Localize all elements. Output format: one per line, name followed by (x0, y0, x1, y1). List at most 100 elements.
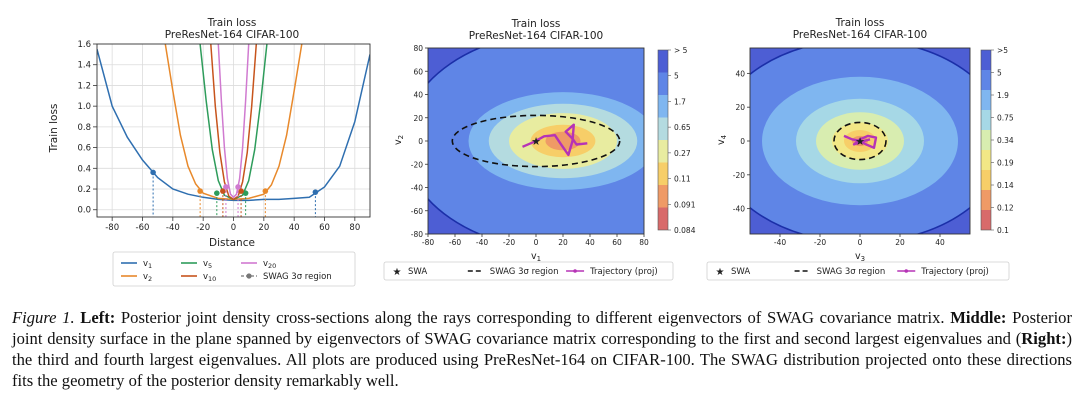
left-legend-label: v2 (143, 272, 152, 283)
middle-ytick-label: -40 (411, 184, 423, 193)
right-colorbar-tick-label: 0.1 (997, 226, 1009, 235)
right-ylabel: v4 (716, 134, 728, 145)
left-legend-label-main: v (143, 259, 148, 269)
left-legend-label-sub: 2 (148, 275, 152, 283)
middle-xtick-label: -80 (422, 238, 434, 247)
middle-swa-star: ★ (531, 135, 541, 148)
left-swag-point (238, 188, 244, 194)
left-series-line-v10 (210, 44, 258, 201)
middle-colorbar-tick-label: > 5 (674, 46, 688, 55)
middle-legend-box (383, 261, 674, 281)
right-colorbar-swatch (981, 50, 991, 70)
right-colorbar-swatch (981, 190, 991, 210)
middle-colorbar-swatch (658, 162, 668, 185)
right-colorbar-tick-label: 5 (997, 69, 1002, 78)
middle-contour-group: ★ (428, 48, 644, 234)
left-title-line1: Train loss (207, 17, 257, 29)
right-colorbar-tick-label: 0.34 (997, 136, 1014, 145)
right-xtick-label: 20 (895, 238, 905, 247)
right-swa-star: ★ (855, 135, 865, 148)
left-ytick-label: 0.2 (77, 185, 91, 195)
left-series-line-v1 (97, 49, 370, 202)
middle-xlabel-sub: 1 (537, 255, 541, 263)
left-legend-label-main: v (143, 272, 148, 282)
right-ytick-label: -20 (733, 171, 745, 180)
middle-colorbar-frame (657, 49, 669, 231)
middle-ytick-label: 80 (413, 44, 423, 53)
left-plot-area: -80 -60 -40 -20 0 20 40 60 80 0.0 0.2 0.4 0.6 0.8 1.0 1… (77, 40, 371, 233)
middle-ylabel: v2 (393, 135, 405, 145)
left-legend-label-main: v (263, 259, 268, 269)
right-xtick-label: -40 (774, 238, 786, 247)
right-legend-label: Trajectory (proj) (920, 267, 989, 277)
middle-ytick-label: -80 (411, 230, 423, 239)
right-colorbar-tick-label: >5 (997, 46, 1008, 55)
right-panel: Train loss PreResNet-164 CIFAR-100 ★ -40 -… (706, 17, 1014, 281)
left-title-line2: PreResNet-164 CIFAR-100 (165, 29, 299, 41)
right-legend-box (706, 261, 1010, 281)
svg-text:v1: v1 (531, 251, 541, 263)
left-xlabel: Distance (209, 237, 255, 249)
left-legend-box (112, 251, 356, 287)
middle-colorbar: > 5 5 1.7 0.65 0.27 0.11 0.091 0.084 (657, 46, 696, 235)
caption-middle-head: Middle: (950, 308, 1007, 327)
right-xlabel-main: v (855, 251, 861, 262)
right-swag-ellipse (833, 121, 887, 161)
left-ytick-label: 0.0 (77, 206, 91, 216)
middle-ylabel-main: v (393, 139, 404, 145)
right-colorbar-tick-label: 1.9 (997, 91, 1009, 100)
middle-xtick-label: -60 (449, 238, 461, 247)
right-legend-star: ★ (716, 267, 725, 278)
left-swag-point (242, 190, 249, 196)
left-series-group (97, 44, 370, 217)
middle-colorbar-swatch (658, 50, 668, 73)
right-colorbar-tick-label: 0.75 (997, 114, 1014, 123)
left-xtick-label: -40 (166, 223, 180, 233)
left-ytick-label: 0.6 (77, 144, 91, 154)
middle-colorbar-swatch (658, 95, 668, 118)
left-legend-label: SWAG 3σ region (263, 272, 332, 282)
middle-swag-ellipse (451, 114, 621, 168)
right-xlabel-sub: 3 (861, 255, 865, 263)
middle-plot-area: ★ -80 -60 -40 -20 0 20 40 60 80 -80 -60 -40 -20 0 20 40 6… (411, 44, 649, 247)
middle-xtick-label: -20 (503, 238, 515, 247)
right-colorbar-swatch (981, 90, 991, 110)
middle-legend-label: SWAG 3σ region (490, 267, 559, 277)
left-xtick-label: 80 (349, 223, 360, 233)
figure-canvas: Train loss PreResNet-164 CIFAR-100 -80 -6… (48, 17, 1014, 287)
caption-figure-label: Figure 1. (12, 308, 75, 327)
middle-panel: Train loss PreResNet-164 CIFAR-100 ★-80-… (383, 18, 696, 281)
middle-ytick-label: 60 (413, 67, 423, 76)
left-ytick-label: 1.4 (77, 61, 91, 71)
left-xtick-label: 40 (289, 223, 300, 233)
left-legend-label-sub: 1 (148, 262, 152, 270)
left-ytick-label: 1.0 (77, 102, 91, 112)
left-xtick-label: -20 (196, 223, 210, 233)
middle-colorbar-swatch (658, 185, 668, 208)
left-legend-label-main: v (203, 272, 208, 282)
left-legend-label: v5 (203, 259, 212, 270)
middle-xtick-label: 60 (612, 238, 622, 247)
middle-colorbar-swatch (658, 72, 668, 95)
figure-caption: Figure 1. Left: Posterior joint density … (12, 307, 1072, 391)
right-legend-label: SWA (731, 267, 750, 277)
right-ylabel-sub: 4 (720, 134, 728, 139)
right-ytick-label: -40 (733, 205, 745, 214)
left-plot-frame (96, 43, 371, 218)
left-swag-point (197, 188, 203, 194)
middle-ytick-label: 40 (413, 91, 423, 100)
right-ytick-label: 40 (735, 69, 745, 78)
left-ytick-label: 0.8 (77, 123, 91, 133)
right-colorbar: >5 5 1.9 0.75 0.34 0.19 0.14 0.12 0.1 (980, 46, 1014, 235)
left-xtick-label: 20 (258, 223, 269, 233)
right-colorbar-swatch (981, 130, 991, 150)
caption-right-text: ) the third and fourth largest eigenvalu… (12, 329, 1072, 390)
middle-colorbar-tick-label: 1.7 (674, 97, 686, 106)
left-ytick-label: 0.4 (77, 164, 91, 174)
left-swag-point (220, 188, 226, 194)
right-colorbar-tick-label: 0.19 (997, 159, 1014, 168)
middle-colorbar-tick-label: 0.11 (674, 175, 691, 184)
left-ytick-label: 1.2 (77, 81, 91, 91)
middle-ytick-label: 0 (418, 137, 423, 146)
